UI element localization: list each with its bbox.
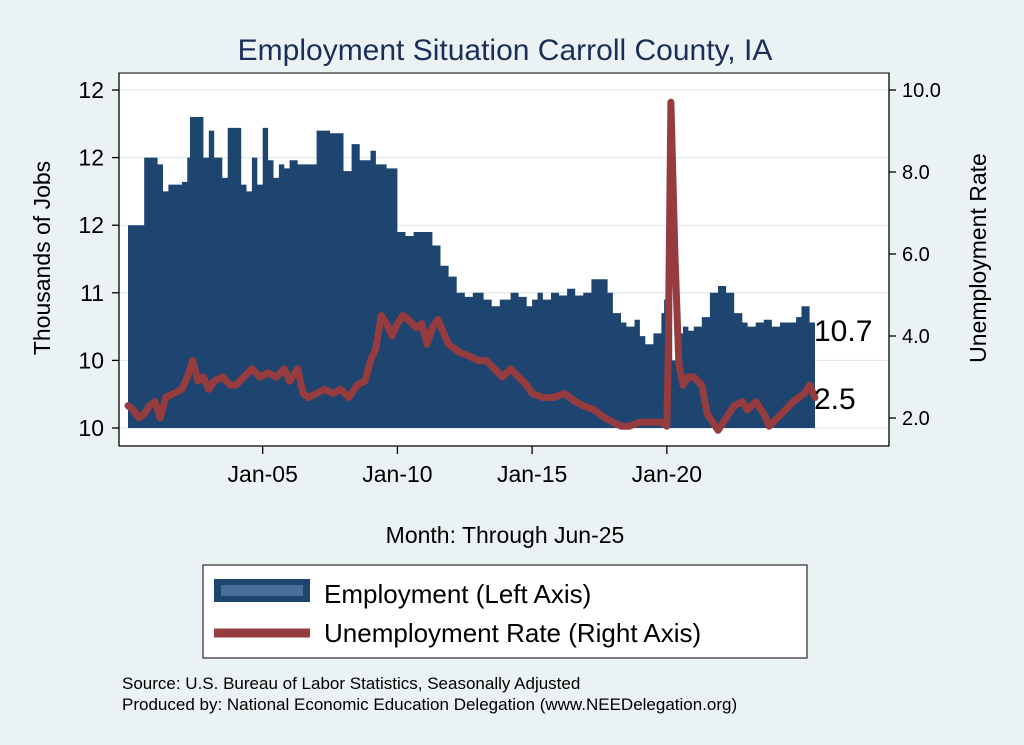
x-tick-label: Jan-10 xyxy=(362,461,432,487)
legend-employment-swatch-inner xyxy=(221,585,303,596)
x-axis-label: Month: Through Jun-25 xyxy=(386,522,625,548)
left-axis-label: Thousands of Jobs xyxy=(29,161,55,355)
x-tick-label: Jan-05 xyxy=(228,461,298,487)
x-tick-label: Jan-20 xyxy=(632,461,702,487)
right-tick-label: 6.0 xyxy=(902,244,930,266)
left-tick-label: 12 xyxy=(78,77,104,103)
left-tick-label: 12 xyxy=(78,212,104,238)
source-note: Source: U.S. Bureau of Labor Statistics,… xyxy=(122,674,580,693)
right-tick-label: 2.0 xyxy=(902,408,930,430)
right-tick-label: 10.0 xyxy=(902,80,941,102)
left-tick-label: 12 xyxy=(78,145,104,171)
x-tick-label: Jan-15 xyxy=(497,461,567,487)
unemployment-line xyxy=(124,98,819,434)
left-tick-label: 10 xyxy=(78,415,104,441)
left-tick-label: 10 xyxy=(78,347,104,373)
employment-area xyxy=(128,117,815,428)
legend-unemployment-label: Unemployment Rate (Right Axis) xyxy=(324,618,701,648)
right-tick-label: 4.0 xyxy=(902,326,930,348)
left-axis-ticks: 10 10 11 12 12 12 xyxy=(78,77,119,441)
unemployment-series xyxy=(124,98,819,434)
producer-note: Produced by: National Economic Education… xyxy=(122,695,737,714)
x-axis-ticks: Jan-05 Jan-10 Jan-15 Jan-20 xyxy=(228,446,702,487)
legend-employment-label: Employment (Left Axis) xyxy=(324,579,591,609)
unemployment-end-label: 2.5 xyxy=(814,383,856,416)
right-tick-label: 8.0 xyxy=(902,162,930,184)
chart-title: Employment Situation Carroll County, IA xyxy=(238,34,773,67)
right-axis-ticks: 2.0 4.0 6.0 8.0 10.0 xyxy=(889,80,941,430)
right-axis-label: Unemployment Rate xyxy=(965,153,991,363)
employment-end-label: 10.7 xyxy=(814,315,872,348)
legend-box xyxy=(202,564,808,659)
left-tick-label: 11 xyxy=(80,280,104,306)
